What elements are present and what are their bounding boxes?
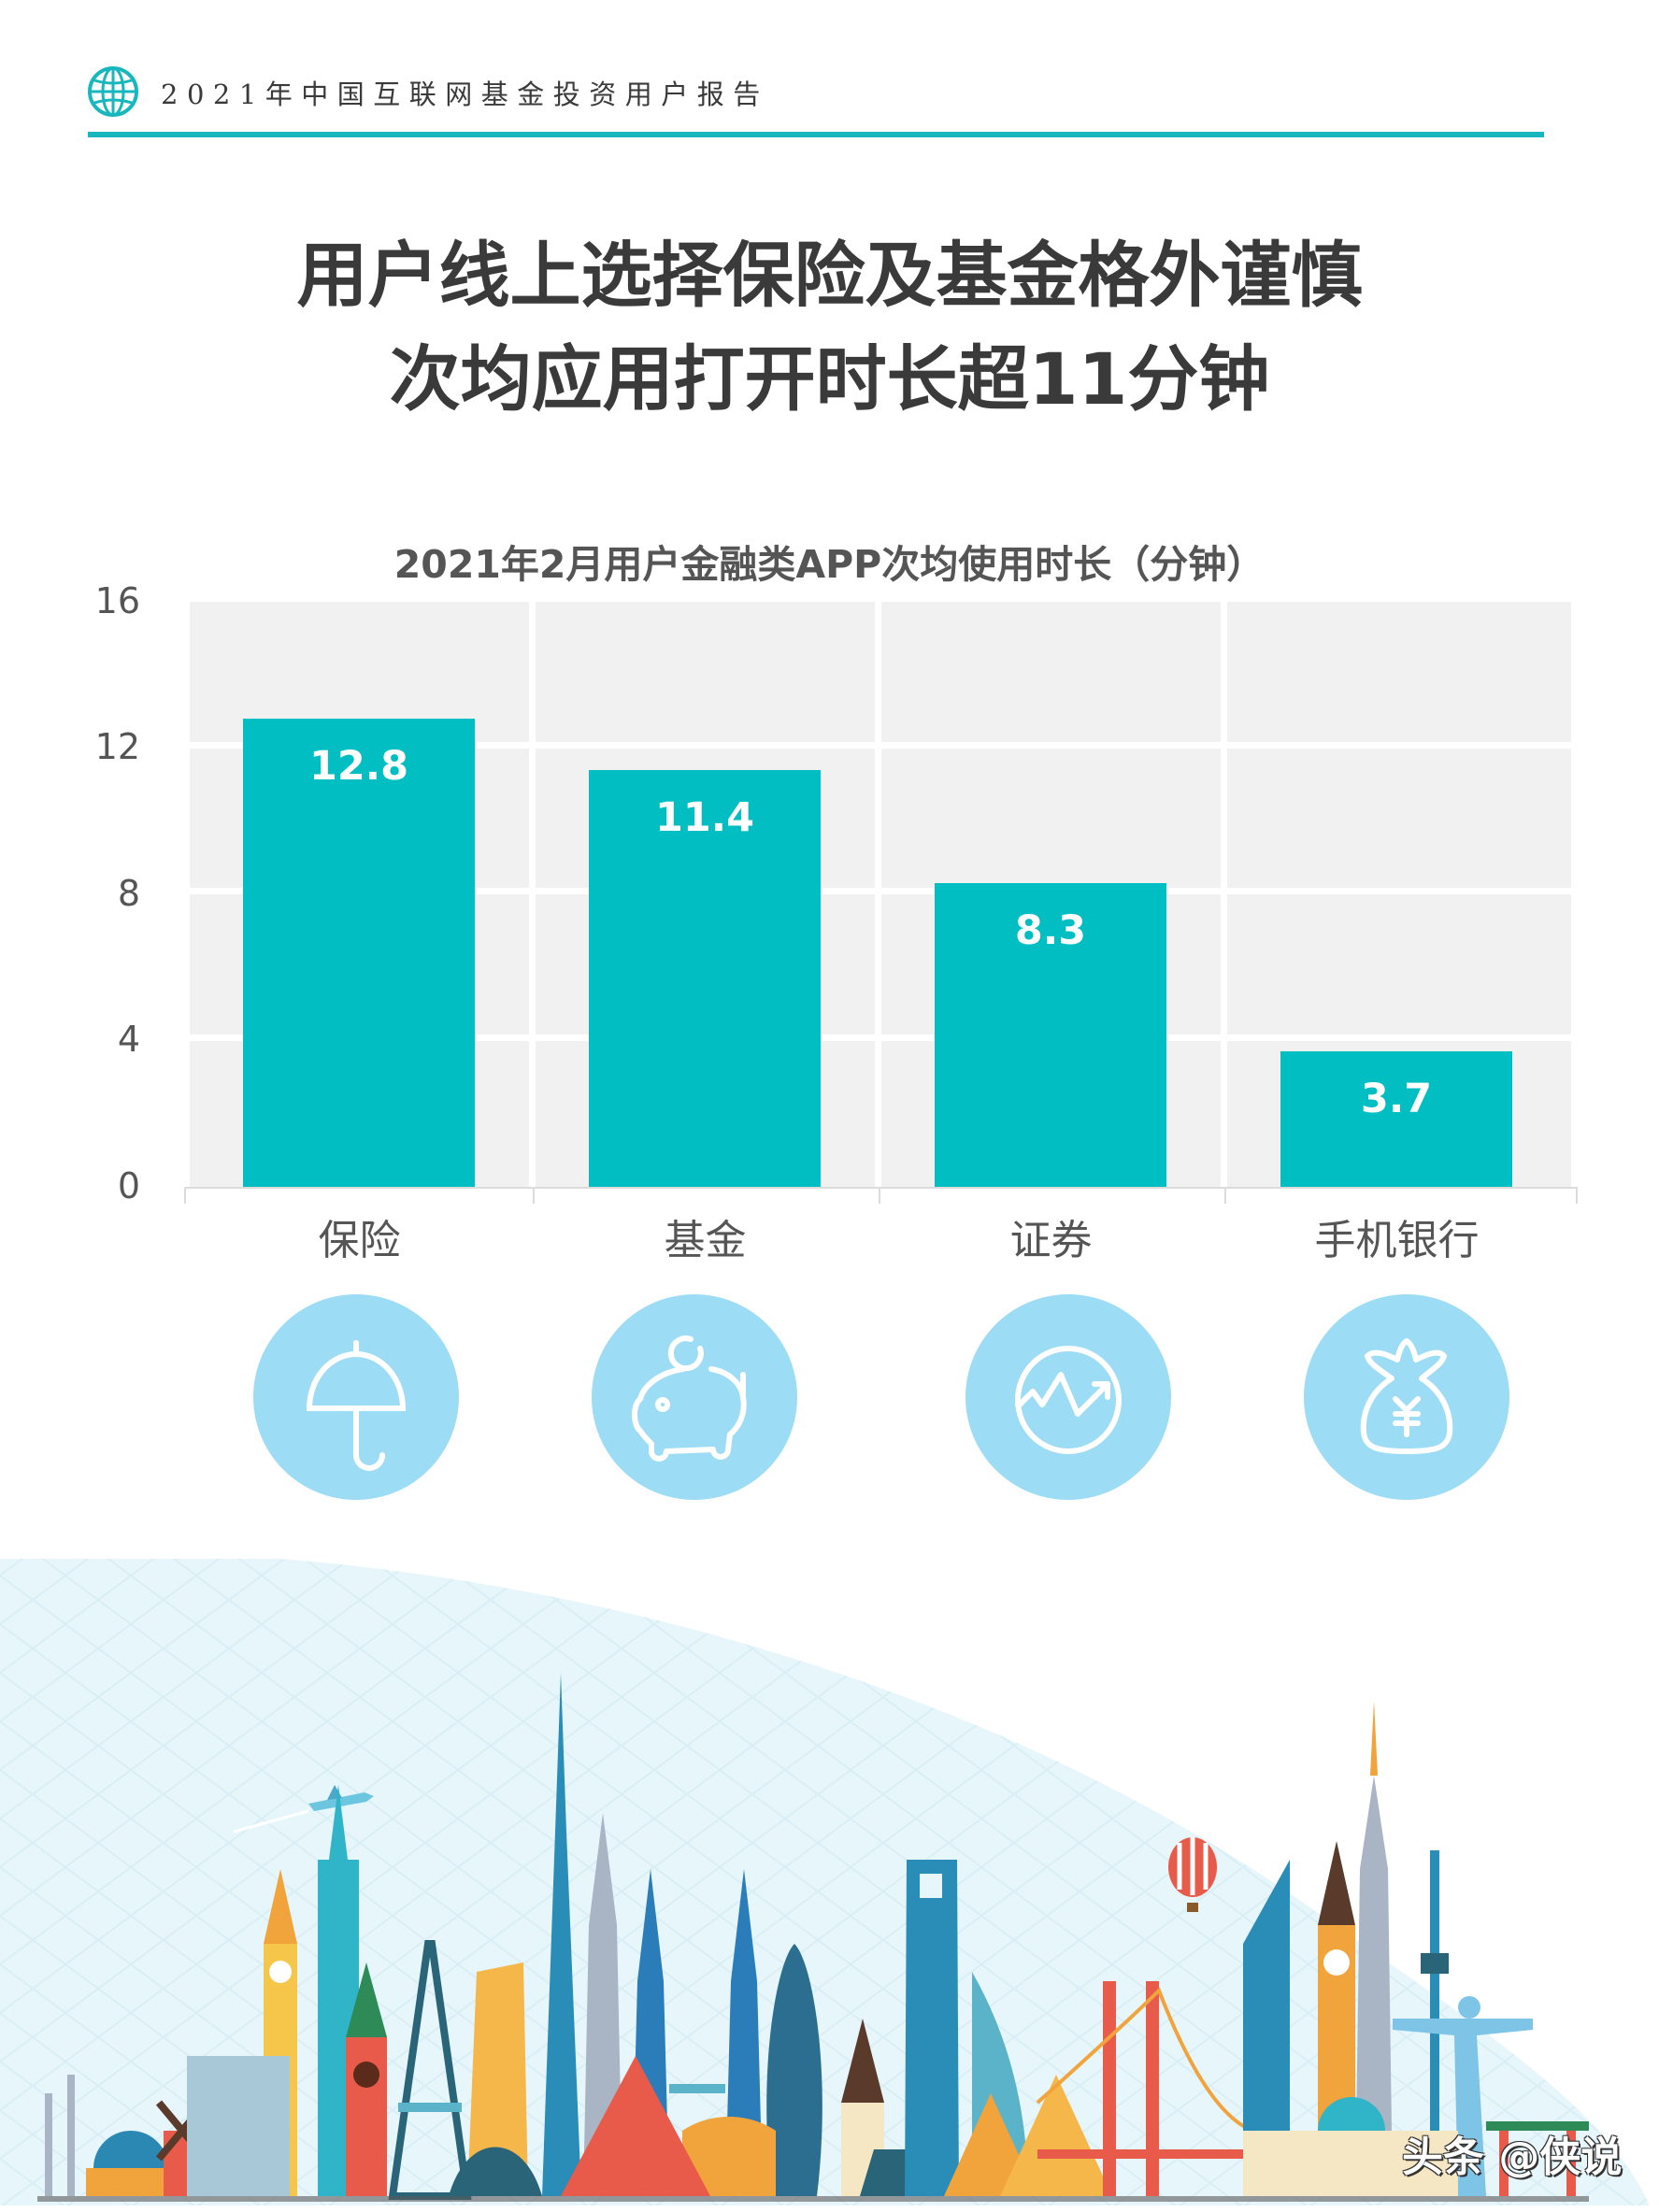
umbrella-icon	[253, 1294, 459, 1500]
header-divider	[88, 132, 1544, 137]
y-tick-label: 4	[117, 1019, 140, 1060]
bar-securities: 8.3	[935, 883, 1166, 1187]
bar-value-label: 11.4	[654, 794, 755, 841]
report-name: 2021年中国互联网基金投资用户报告	[161, 78, 769, 110]
bar-fund: 11.4	[589, 770, 821, 1187]
bar-mobile-banking: 3.7	[1280, 1051, 1512, 1187]
x-axis-tick	[879, 1187, 880, 1204]
y-tick-label: 12	[94, 726, 140, 767]
report-header: 2021年中国互联网基金投资用户报告	[0, 0, 1659, 150]
globe-icon	[88, 66, 138, 117]
page-title-line2: 次均应用打开时长超11分钟	[389, 337, 1270, 421]
stock-trend-icon	[965, 1294, 1171, 1500]
piggy-bank-icon	[592, 1294, 797, 1500]
x-category-label: 基金	[664, 1217, 747, 1264]
x-axis-tick	[1224, 1187, 1226, 1204]
x-category-label: 手机银行	[1314, 1217, 1480, 1264]
x-category-label: 保险	[318, 1217, 401, 1264]
x-category-label: 证券	[1009, 1217, 1093, 1264]
y-tick-label: 8	[117, 873, 140, 914]
y-tick-label: 0	[117, 1165, 140, 1206]
world-landmarks-skyline-illustration	[0, 1559, 1650, 2205]
plot-area: 12.8 11.4 8.3 3.7	[190, 602, 1571, 1187]
bar-insurance: 12.8	[243, 719, 475, 1187]
x-axis-tick	[533, 1187, 535, 1204]
bar-value-label: 8.3	[1014, 907, 1087, 954]
bar-value-label: 12.8	[308, 743, 409, 790]
bar-value-label: 3.7	[1360, 1076, 1433, 1122]
watermark-text: 头条 @侠说	[1402, 2134, 1623, 2181]
money-bag-icon	[1304, 1294, 1509, 1500]
x-axis-tick	[184, 1187, 186, 1204]
hot-air-balloon-icon	[1168, 1837, 1217, 1912]
x-axis-tick	[1576, 1187, 1578, 1204]
x-axis-line	[184, 1187, 1578, 1189]
page-title-line1: 用户线上选择保险及基金格外谨慎	[296, 234, 1363, 317]
y-tick-label: 16	[94, 580, 140, 621]
chart-title: 2021年2月用户金融类APP次均使用时长（分钟）	[393, 542, 1266, 587]
